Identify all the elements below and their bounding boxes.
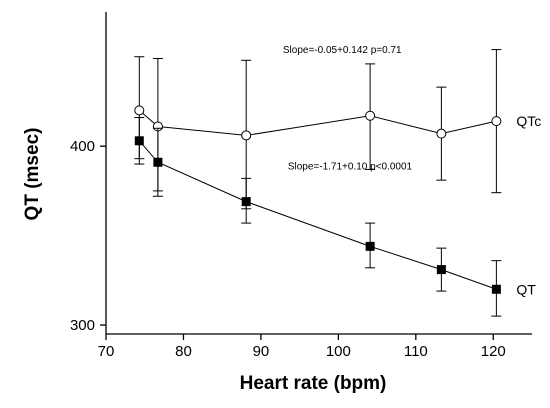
slope-annotation-0: Slope=-0.05+0.142 p=0.71: [283, 45, 402, 56]
qt-point-3: [365, 241, 375, 251]
qt-point-5: [491, 284, 501, 294]
qtc-point-0: [134, 105, 145, 116]
series-layer: QTc QT: [134, 49, 541, 317]
qt-point-2: [241, 197, 251, 207]
y-tick-label-400: 400: [70, 138, 95, 155]
qt-point-4: [436, 265, 446, 275]
labels-layer: Slope=-0.05+0.142 p=0.71 Slope=-1.71+0.10…: [283, 45, 413, 172]
series-qtc: QTc: [134, 49, 541, 210]
slope-annotation-1: Slope=-1.71+0.10 p<0.0001: [288, 161, 413, 172]
x-tick-label-100: 100: [326, 343, 351, 360]
x-tick-label-80: 80: [175, 343, 192, 360]
qtc-point-5: [491, 116, 502, 127]
y-axis-title: QT (msec): [22, 128, 43, 221]
x-tick-label-90: 90: [253, 343, 270, 360]
x-tick-label-120: 120: [481, 343, 506, 360]
qtc-point-2: [241, 130, 252, 141]
axes: [105, 12, 532, 335]
qtc-point-4: [436, 128, 447, 139]
x-tick-label-110: 110: [404, 343, 428, 360]
qt-point-0: [134, 136, 144, 146]
series-label-qt: QT: [516, 281, 536, 297]
x-tick-label-70: 70: [98, 343, 115, 360]
series-label-qtc: QTc: [516, 113, 541, 129]
qt-point-1: [153, 157, 163, 167]
x-axis-title: Heart rate (bpm): [240, 373, 387, 394]
qtc-point-3: [365, 110, 376, 121]
y-tick-label-300: 300: [70, 317, 95, 334]
series-qt: QT: [134, 117, 536, 317]
ticks: 70 80 90 100 110 120 300 400: [70, 138, 506, 360]
